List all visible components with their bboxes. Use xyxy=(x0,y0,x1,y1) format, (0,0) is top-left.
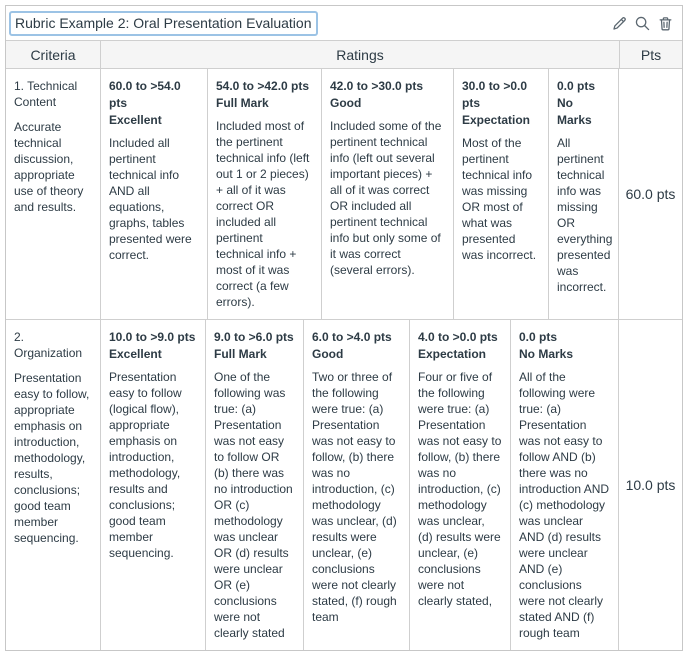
rubric-toolbar xyxy=(610,14,675,33)
rating-cell-no-marks: 0.0 pts No Marks All of the following we… xyxy=(511,320,619,650)
rating-range: 54.0 to >42.0 pts xyxy=(216,78,313,95)
rating-label: Expectation xyxy=(462,112,540,129)
rating-range: 9.0 to >6.0 pts xyxy=(214,329,295,346)
rating-label: No Marks xyxy=(519,346,610,363)
rubric-title[interactable]: Rubric Example 2: Oral Presentation Eval… xyxy=(9,11,318,36)
criterion-cell: 2. Organization Presentation easy to fol… xyxy=(6,320,101,650)
rating-range: 30.0 to >0.0 pts xyxy=(462,78,540,112)
rating-range: 4.0 to >0.0 pts xyxy=(418,329,502,346)
rating-cell-excellent: 10.0 to >9.0 pts Excellent Presentation … xyxy=(101,320,206,650)
rubric-title-bar: Rubric Example 2: Oral Presentation Eval… xyxy=(6,6,682,40)
rating-cell-no-marks: 0.0 pts No Marks All pertinent technical… xyxy=(549,69,619,319)
rating-label: Good xyxy=(330,95,445,112)
points-value: 10.0 pts xyxy=(626,477,676,493)
edit-pencil-icon[interactable] xyxy=(610,14,629,33)
rating-description: One of the following was true: (a) Prese… xyxy=(214,369,295,641)
ratings-header: Ratings xyxy=(101,41,619,68)
rating-label: No Marks xyxy=(557,95,610,129)
rating-cell-good: 42.0 to >30.0 pts Good Included some of … xyxy=(322,69,454,319)
criterion-description: Accurate technical discussion, appropria… xyxy=(14,119,92,215)
ratings-area: 60.0 to >54.0 pts Excellent Included all… xyxy=(101,69,619,319)
rating-range: 60.0 to >54.0 pts xyxy=(109,78,199,112)
criterion-points: 60.0 pts xyxy=(619,69,682,319)
points-value: 60.0 pts xyxy=(626,186,676,202)
table-row-organization: 2. Organization Presentation easy to fol… xyxy=(6,319,682,650)
rating-range: 6.0 to >4.0 pts xyxy=(312,329,401,346)
criterion-points: 10.0 pts xyxy=(619,320,682,650)
rating-description: Most of the pertinent technical info was… xyxy=(462,135,540,263)
delete-trash-icon[interactable] xyxy=(656,14,675,33)
rating-label: Expectation xyxy=(418,346,502,363)
rubric-container: Rubric Example 2: Oral Presentation Eval… xyxy=(5,5,683,651)
rating-cell-good: 6.0 to >4.0 pts Good Two or three of the… xyxy=(304,320,410,650)
criterion-cell: 1. Technical Content Accurate technical … xyxy=(6,69,101,319)
pts-header: Pts xyxy=(619,41,682,68)
criterion-description: Presentation easy to follow, appropriate… xyxy=(14,370,92,546)
table-row-technical-content: 1. Technical Content Accurate technical … xyxy=(6,68,682,319)
rating-description: Presentation easy to follow (logical flo… xyxy=(109,369,197,561)
criterion-title: 2. Organization xyxy=(14,329,92,361)
rating-range: 42.0 to >30.0 pts xyxy=(330,78,445,95)
ratings-area: 10.0 to >9.0 pts Excellent Presentation … xyxy=(101,320,619,650)
table-header-row: Criteria Ratings Pts xyxy=(6,40,682,68)
rating-cell-expectation: 30.0 to >0.0 pts Expectation Most of the… xyxy=(454,69,549,319)
rating-range: 0.0 pts xyxy=(519,329,610,346)
criterion-title: 1. Technical Content xyxy=(14,78,92,110)
rating-cell-excellent: 60.0 to >54.0 pts Excellent Included all… xyxy=(101,69,208,319)
rating-cell-full-mark: 54.0 to >42.0 pts Full Mark Included mos… xyxy=(208,69,322,319)
rating-label: Good xyxy=(312,346,401,363)
rating-label: Excellent xyxy=(109,112,199,129)
rating-description: Included most of the pertinent technical… xyxy=(216,118,313,310)
rating-label: Full Mark xyxy=(216,95,313,112)
rating-cell-expectation: 4.0 to >0.0 pts Expectation Four or five… xyxy=(410,320,511,650)
rating-label: Full Mark xyxy=(214,346,295,363)
rating-description: Included some of the pertinent technical… xyxy=(330,118,445,278)
search-magnifier-icon[interactable] xyxy=(633,14,652,33)
rating-description: All of the following were true: (a) Pres… xyxy=(519,369,610,641)
criteria-header: Criteria xyxy=(6,41,101,68)
rating-label: Excellent xyxy=(109,346,197,363)
rating-description: Four or five of the following were true:… xyxy=(418,369,502,609)
rating-cell-full-mark: 9.0 to >6.0 pts Full Mark One of the fol… xyxy=(206,320,304,650)
rating-description: All pertinent technical info was missing… xyxy=(557,135,610,295)
rating-range: 10.0 to >9.0 pts xyxy=(109,329,197,346)
rating-description: Two or three of the following were true:… xyxy=(312,369,401,625)
rating-range: 0.0 pts xyxy=(557,78,610,95)
rating-description: Included all pertinent technical info AN… xyxy=(109,135,199,263)
